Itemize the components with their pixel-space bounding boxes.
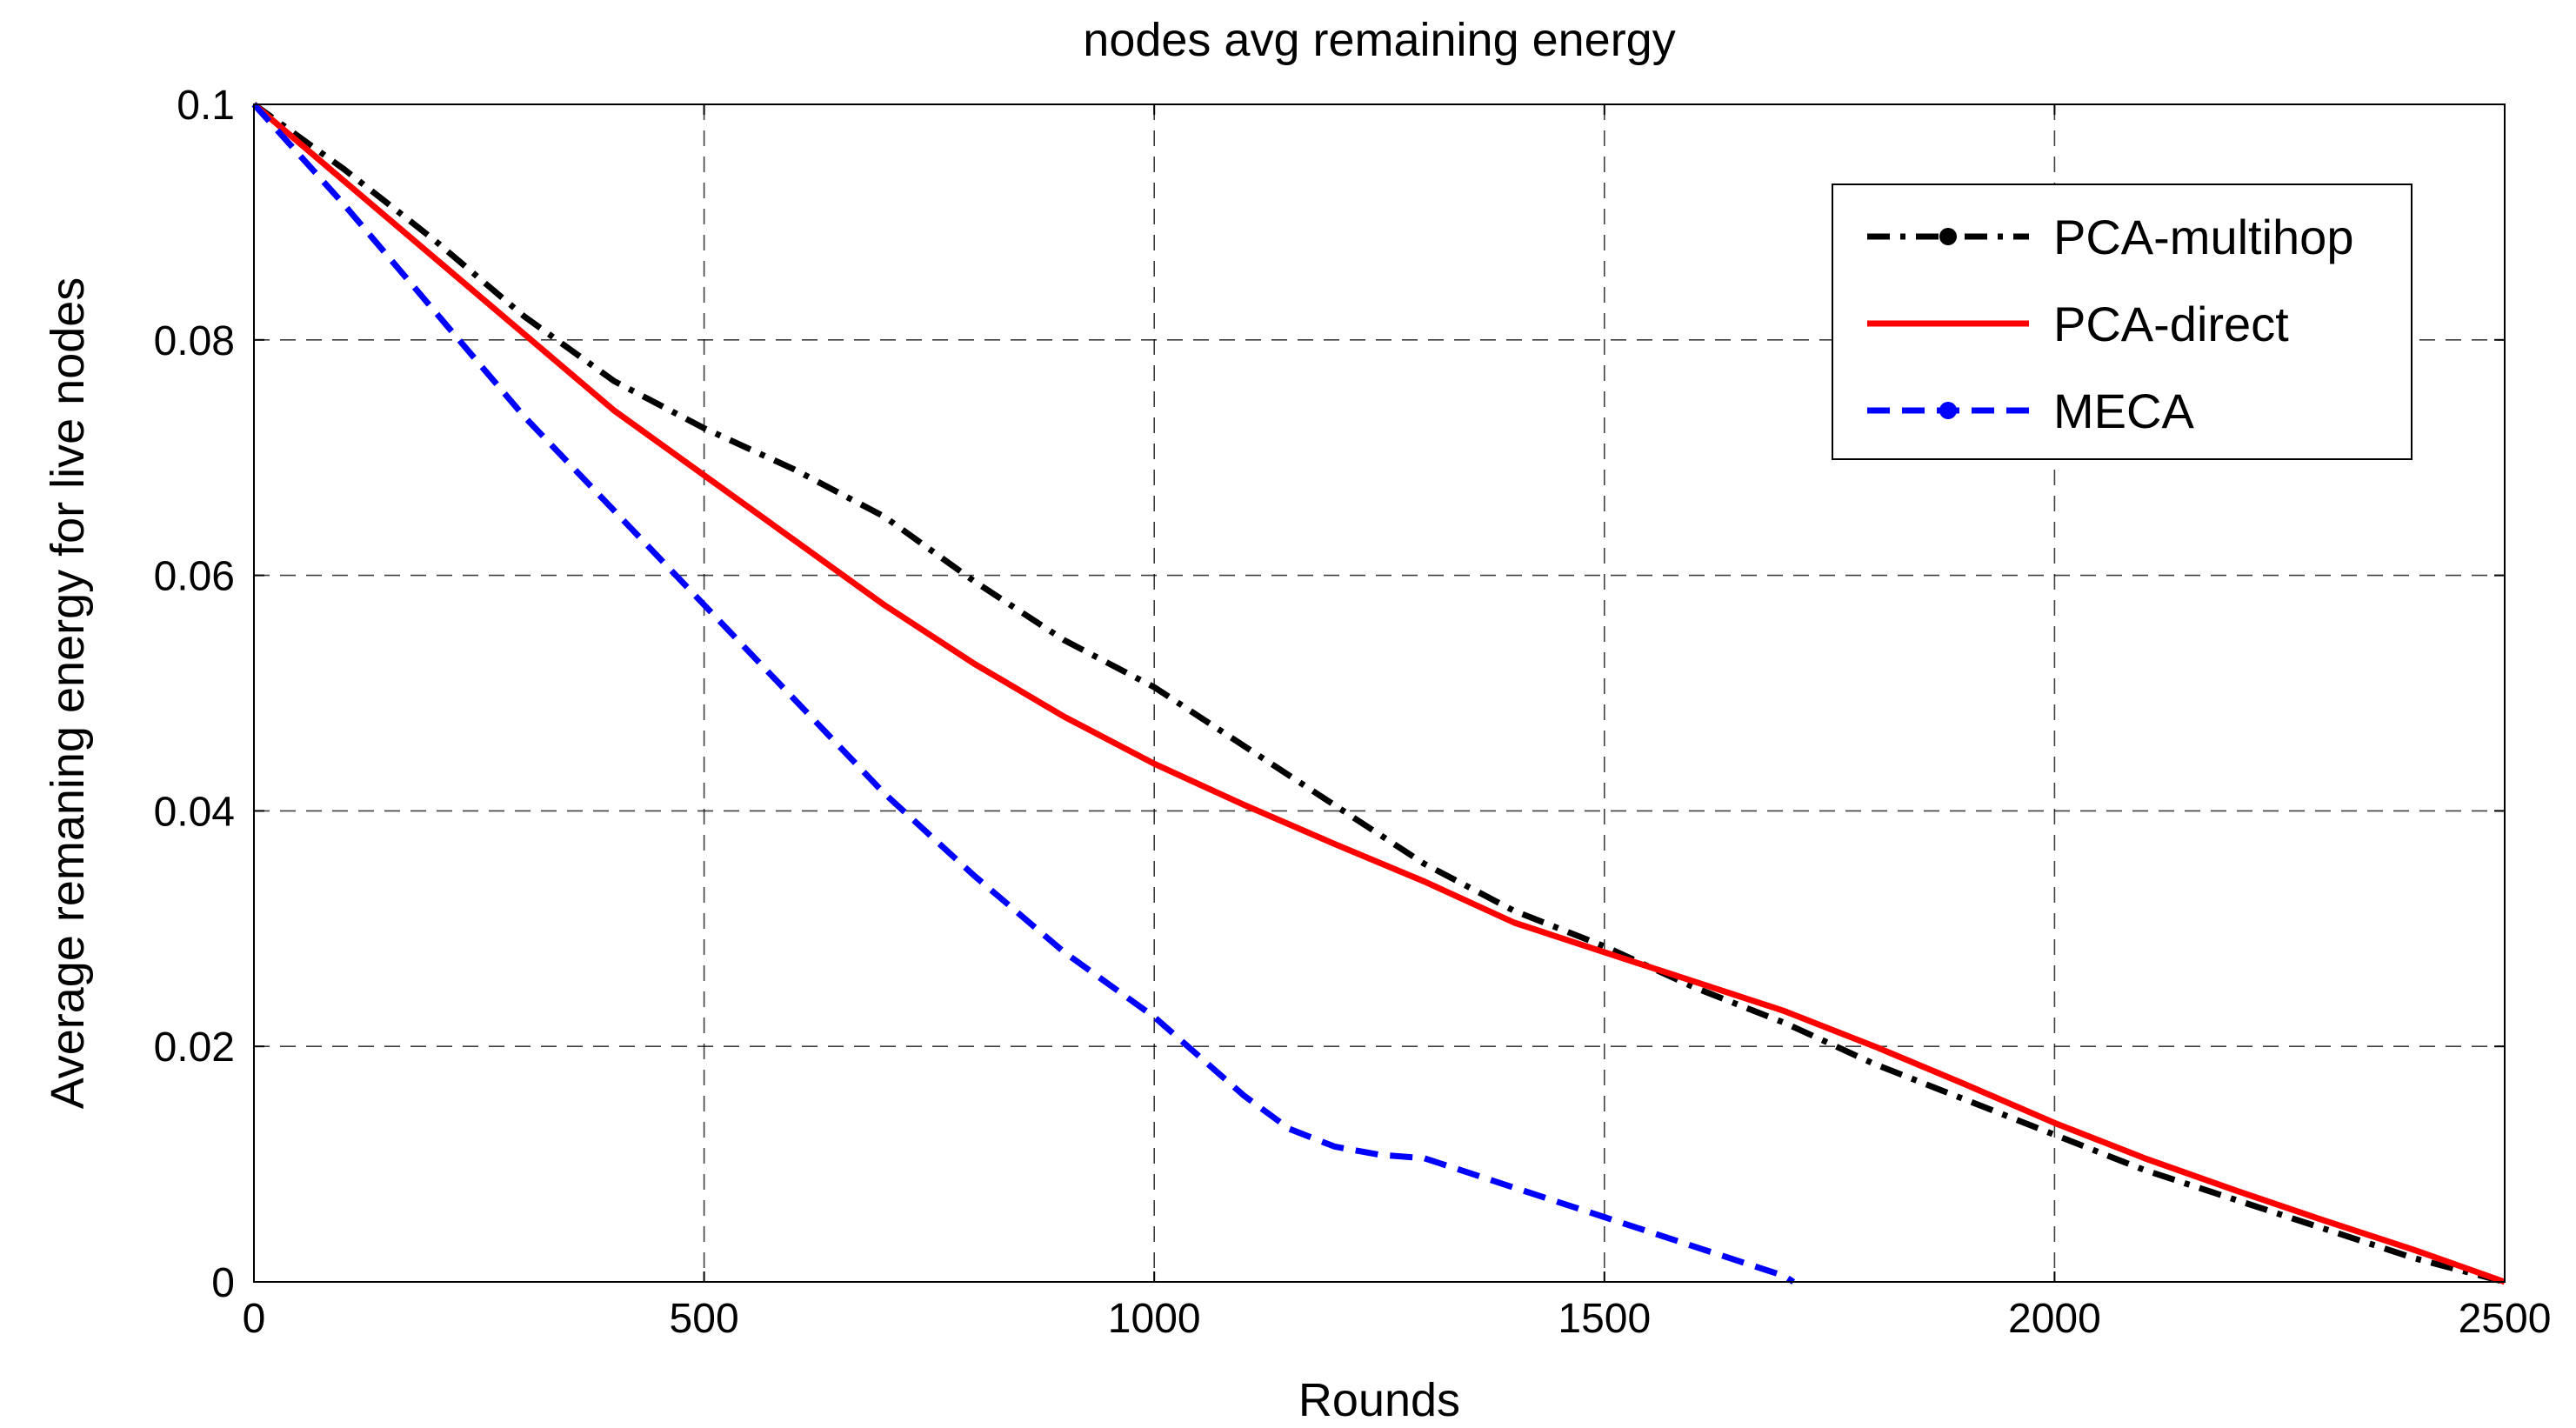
x-tick-label: 0 bbox=[243, 1296, 266, 1342]
x-tick-label: 500 bbox=[670, 1296, 739, 1342]
ticks: 0 500 1000 1500 2000 2500 0 0.02 0.04 0.06 0.08 0.1 bbox=[154, 83, 2552, 1342]
legend: PCA-multihop PCA-direct MECA bbox=[1832, 184, 2412, 460]
series-layer bbox=[251, 102, 2506, 1285]
series-line-meca bbox=[251, 102, 1796, 1285]
chart-title: nodes avg remaining energy bbox=[1083, 14, 1675, 66]
legend-marker-meca bbox=[1939, 402, 1957, 419]
legend-label-pca-direct: PCA-direct bbox=[2053, 297, 2289, 351]
x-tick-label: 1000 bbox=[1108, 1296, 1201, 1342]
x-tick-label: 2500 bbox=[2459, 1296, 2552, 1342]
legend-label-meca: MECA bbox=[2053, 384, 2194, 438]
y-tick-label: 0.06 bbox=[154, 554, 235, 600]
legend-marker-pca-multihop bbox=[1939, 228, 1957, 245]
legend-label-pca-multihop: PCA-multihop bbox=[2053, 210, 2353, 264]
y-tick-label: 0 bbox=[211, 1260, 235, 1306]
x-axis-title: Rounds bbox=[1298, 1374, 1460, 1426]
axes-frame bbox=[253, 103, 2506, 1283]
y-tick-label: 0.1 bbox=[177, 83, 235, 129]
grid bbox=[254, 104, 2505, 1282]
y-tick-label: 0.02 bbox=[154, 1024, 235, 1071]
series-line-pca-multihop bbox=[251, 102, 2506, 1285]
x-tick-label: 2000 bbox=[2008, 1296, 2101, 1342]
series-line-pca-direct bbox=[251, 102, 2506, 1285]
x-tick-label: 1500 bbox=[1558, 1296, 1651, 1342]
y-tick-label: 0.08 bbox=[154, 318, 235, 364]
y-axis-title: Average remaning energy for live nodes bbox=[42, 277, 94, 1110]
y-tick-label: 0.04 bbox=[154, 789, 235, 835]
